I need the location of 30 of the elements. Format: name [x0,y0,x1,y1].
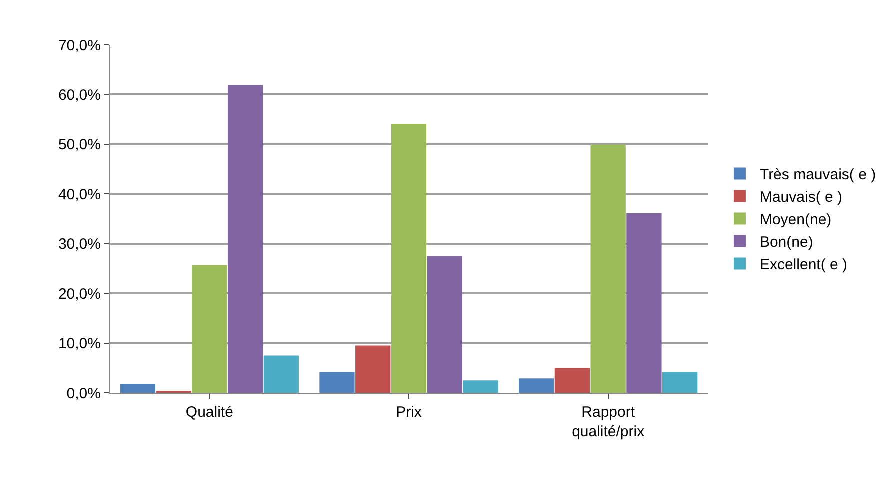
x-tick-label: Qualité [186,404,234,421]
bar [320,372,355,393]
bar [463,380,498,393]
bar [391,124,427,393]
x-tick-label: Prix [396,404,422,421]
x-tick-label: Rapport qualité/prix [572,404,646,440]
y-tick-label: 10,0% [58,336,101,353]
legend-label: Bon(ne) [760,234,814,252]
bar [626,214,662,393]
y-tick-label: 30,0% [58,236,101,254]
y-tick-label: 40,0% [58,186,101,204]
legend-label: Excellent( e ) [760,256,848,274]
y-tick-label: 20,0% [58,286,101,303]
bar [192,265,228,393]
bar [518,378,554,393]
bar [554,368,590,393]
y-tick-label: 70,0% [58,37,101,54]
bar [662,372,698,393]
y-tick-label: 60,0% [58,86,101,104]
bar [228,85,264,393]
bar [590,144,626,393]
bar [356,346,391,393]
y-tick-label: 50,0% [58,136,101,154]
bar [427,256,462,393]
legend-label: Mauvais( e ) [760,189,842,206]
legend-label: Moyen(ne) [760,212,832,229]
y-tick-label: 0,0% [66,385,101,402]
legend-label: Très mauvais( e ) [760,166,876,184]
bar [264,356,300,393]
bar [120,384,156,393]
